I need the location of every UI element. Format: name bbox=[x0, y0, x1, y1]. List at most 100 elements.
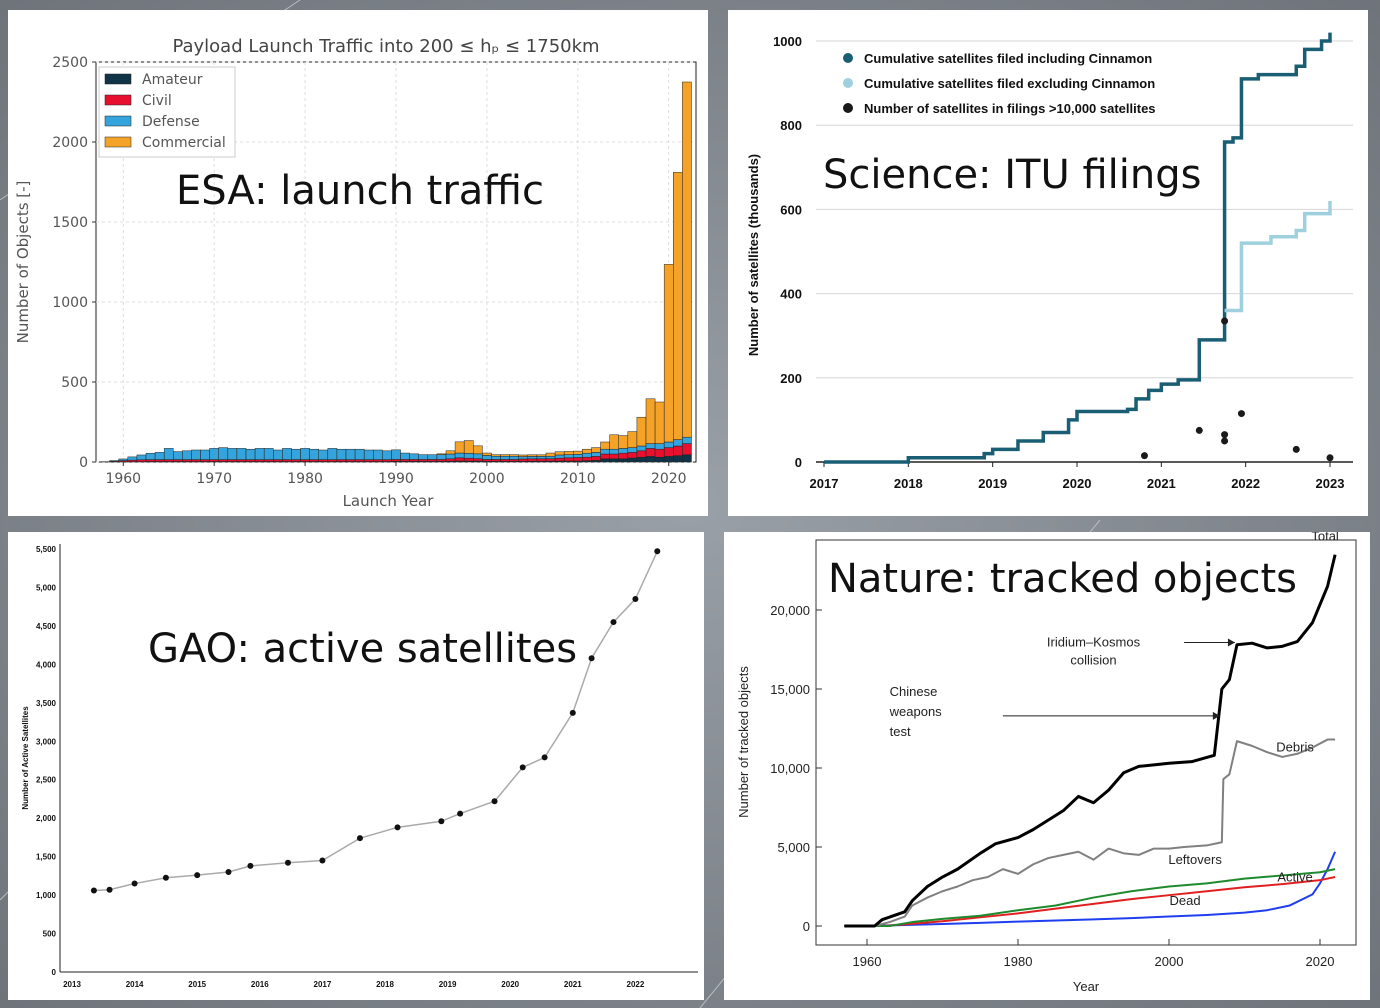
esa-bar-civil bbox=[563, 457, 574, 462]
esa-bar-civil bbox=[345, 459, 356, 462]
nature-chart: 0 5,000 10,000 15,000 20,000 1960 1980 2000 202… bbox=[736, 532, 1357, 994]
esa-bar-commercial bbox=[609, 434, 619, 450]
esa-bar-civil bbox=[609, 453, 619, 460]
esa-bar-civil bbox=[145, 459, 156, 462]
esa-bar-civil bbox=[545, 458, 556, 462]
gao-active-satellites-panel: 0 500 1,000 1,500 2,000 2,500 3,000 3,500 4,000 4… bbox=[8, 532, 704, 1000]
esa-bar-civil bbox=[582, 456, 592, 461]
esa-bar-civil bbox=[309, 459, 319, 462]
esa-bar-civil bbox=[354, 459, 365, 462]
nature-x-tick-label: 2020 bbox=[1306, 954, 1335, 969]
nature-line-total bbox=[844, 554, 1337, 928]
esa-bar-commercial bbox=[491, 454, 501, 457]
esa-bar-civil bbox=[336, 459, 347, 462]
esa-bar-defense bbox=[409, 453, 419, 460]
nature-annotation-chinese: Chinese weapons test bbox=[889, 684, 943, 739]
esa-bar-defense bbox=[273, 449, 283, 460]
esa-bar-amateur bbox=[618, 458, 629, 463]
gao-y-tick-label: 0 bbox=[52, 968, 57, 977]
esa-bar-defense bbox=[563, 454, 574, 459]
esa-bar-defense bbox=[345, 448, 356, 460]
gao-x-tick-label: 2022 bbox=[627, 980, 645, 989]
esa-bar-commercial bbox=[500, 454, 510, 457]
esa-bar-defense bbox=[154, 452, 165, 460]
science-y-ticks: 0 200 400 600 800 1000 bbox=[773, 34, 802, 470]
esa-bar-defense bbox=[300, 448, 310, 460]
esa-y-tick-label: 1500 bbox=[52, 215, 88, 231]
nature-series-label: Active bbox=[1277, 870, 1312, 885]
esa-bar-commercial bbox=[509, 454, 519, 457]
esa-bar-civil bbox=[418, 459, 429, 462]
esa-bar-civil bbox=[191, 459, 201, 462]
esa-x-tick-label: 2000 bbox=[469, 471, 505, 487]
esa-y-tick-label: 0 bbox=[79, 455, 88, 471]
esa-bar-civil bbox=[209, 459, 219, 462]
science-x-tick-label: 2021 bbox=[1147, 476, 1176, 491]
esa-bar-civil bbox=[482, 459, 492, 462]
nature-y-ticks: 0 5,000 10,000 15,000 20,000 bbox=[770, 603, 822, 934]
esa-y-tick-label: 2000 bbox=[52, 135, 88, 151]
esa-bar-civil bbox=[236, 459, 247, 462]
esa-legend-label: Commercial bbox=[142, 135, 226, 151]
esa-bar-defense bbox=[309, 448, 319, 460]
esa-bar-civil bbox=[445, 458, 456, 462]
esa-bar-commercial bbox=[454, 441, 465, 454]
esa-bar-defense bbox=[682, 436, 692, 444]
nature-line-leftovers bbox=[844, 868, 1336, 927]
esa-bar-civil bbox=[463, 457, 474, 462]
nature-y-label: Number of tracked objects bbox=[736, 666, 751, 818]
esa-bar-defense bbox=[209, 448, 219, 460]
esa-bar-civil bbox=[373, 459, 383, 462]
esa-bar-civil bbox=[682, 443, 692, 456]
esa-x-label: Launch Year bbox=[343, 492, 435, 510]
esa-bar-commercial bbox=[545, 452, 556, 457]
gao-point bbox=[438, 818, 445, 825]
esa-bar-defense bbox=[482, 455, 492, 460]
esa-x-tick-label: 2020 bbox=[651, 471, 687, 487]
esa-bar-civil bbox=[427, 459, 438, 462]
esa-bar-defense bbox=[382, 450, 392, 460]
gao-point bbox=[162, 874, 169, 881]
gao-point bbox=[284, 859, 291, 866]
esa-bar-civil bbox=[509, 459, 519, 462]
esa-legend-label: Defense bbox=[142, 114, 200, 130]
esa-bar-defense bbox=[145, 452, 156, 460]
esa-legend-label: Civil bbox=[142, 93, 172, 109]
esa-bar-defense bbox=[500, 455, 510, 460]
science-y-tick-label: 1000 bbox=[773, 34, 802, 49]
esa-bar-civil bbox=[263, 459, 274, 462]
esa-bar-defense bbox=[236, 448, 247, 460]
esa-bar-defense bbox=[182, 450, 192, 460]
gao-x-tick-label: 2014 bbox=[126, 980, 144, 989]
esa-bar-defense bbox=[463, 453, 474, 459]
science-x-tick-label: 2020 bbox=[1063, 476, 1092, 491]
esa-bar-civil bbox=[454, 457, 465, 462]
esa-bar-civil bbox=[182, 459, 192, 462]
science-y-tick-label: 200 bbox=[780, 371, 802, 386]
gao-y-tick-label: 1,500 bbox=[36, 853, 57, 862]
esa-bar-defense bbox=[663, 441, 674, 448]
esa-x-tick-label: 1980 bbox=[287, 471, 323, 487]
esa-bar-defense bbox=[127, 456, 138, 461]
esa-x-tick-label: 1970 bbox=[196, 471, 232, 487]
esa-bar-defense bbox=[654, 443, 665, 450]
esa-bar-commercial bbox=[645, 398, 656, 444]
esa-bar-civil bbox=[500, 459, 510, 462]
gao-y-ticks: 0 500 1,000 1,500 2,000 2,500 3,000 3,500 4,000 4… bbox=[36, 545, 57, 977]
gao-y-label: Number of Active Satellites bbox=[21, 706, 30, 810]
gao-point bbox=[519, 764, 526, 771]
esa-bar-commercial bbox=[636, 416, 647, 447]
esa-bar-defense bbox=[473, 453, 483, 459]
esa-bar-civil bbox=[363, 459, 374, 462]
gao-y-tick-label: 5,000 bbox=[36, 583, 57, 592]
science-legend: Cumulative satellites filed including Ci… bbox=[843, 51, 1156, 116]
esa-bar-commercial bbox=[573, 450, 583, 455]
science-legend-label: Number of satellites in filings >10,000 … bbox=[864, 101, 1156, 116]
esa-bar-civil bbox=[473, 458, 483, 462]
gao-x-tick-label: 2016 bbox=[251, 980, 269, 989]
science-line-excluding bbox=[1224, 200, 1332, 313]
esa-legend: Amateur Civil Defense Commercial bbox=[98, 66, 236, 158]
science-legend-marker bbox=[843, 103, 853, 113]
esa-bar-defense bbox=[454, 452, 465, 459]
esa-bar-commercial bbox=[473, 445, 483, 455]
